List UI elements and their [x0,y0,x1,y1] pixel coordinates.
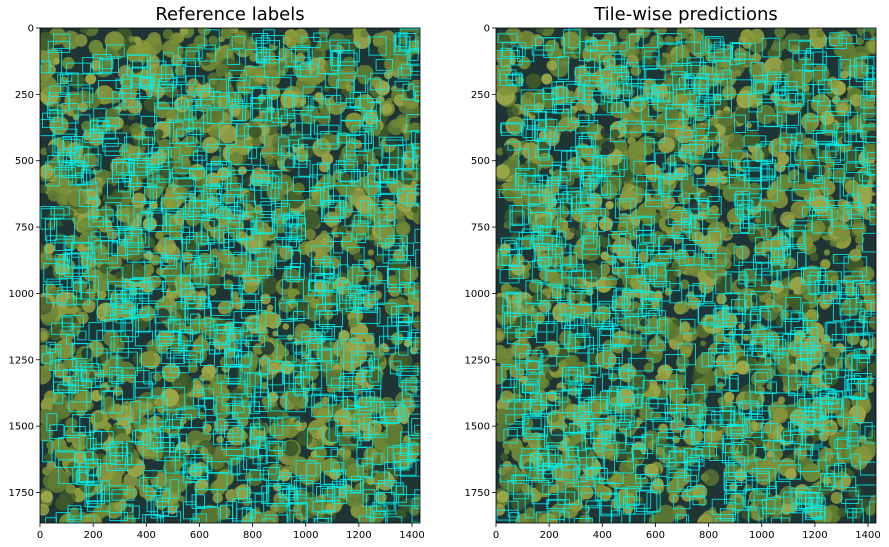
y-tick-label: 1500 [9,422,34,433]
x-tick-label: 600 [646,530,665,541]
y-tick-label: 1500 [465,422,490,433]
y-tick-label: 750 [471,223,490,234]
x-tick-label: 800 [243,530,262,541]
y-tick-label: 1750 [465,488,490,499]
y-tick-label: 1750 [9,488,34,499]
axes-frame [495,27,877,524]
x-tick-label: 1000 [749,530,774,541]
x-tick-label: 200 [540,530,559,541]
y-tick-label: 500 [471,156,490,167]
x-tick-label: 200 [84,530,103,541]
x-tick-label: 1200 [346,530,371,541]
y-tick-label: 0 [484,24,490,35]
x-tick-label: 1000 [293,530,318,541]
aerial-image [496,28,876,523]
x-tick-label: 1400 [399,530,424,541]
x-tick-label: 0 [493,530,499,541]
bounding-boxes [40,28,420,523]
x-tick-label: 0 [37,530,43,541]
y-tick-label: 0 [28,24,34,35]
y-tick-label: 250 [15,90,34,101]
x-tick-label: 1200 [802,530,827,541]
bounding-boxes [496,28,876,523]
panel-title-predictions: Tile-wise predictions [594,4,778,25]
y-tick-label: 500 [15,156,34,167]
x-tick-label: 1400 [855,530,880,541]
y-tick-label: 1250 [465,355,490,366]
y-tick-label: 1000 [9,289,34,300]
x-tick-label: 600 [190,530,209,541]
panel-title-reference: Reference labels [155,4,305,25]
x-tick-label: 400 [137,530,156,541]
x-tick-label: 800 [699,530,718,541]
y-tick-label: 750 [15,223,34,234]
axes-frame [39,27,421,524]
y-tick-label: 1000 [465,289,490,300]
y-tick-label: 1250 [9,355,34,366]
x-tick-label: 400 [593,530,612,541]
y-tick-label: 250 [471,90,490,101]
plot-reference: 0 200 400 600 800 1000 1200 1400 0 250 500 750 1000 1… [9,24,425,542]
aerial-image [40,28,420,523]
